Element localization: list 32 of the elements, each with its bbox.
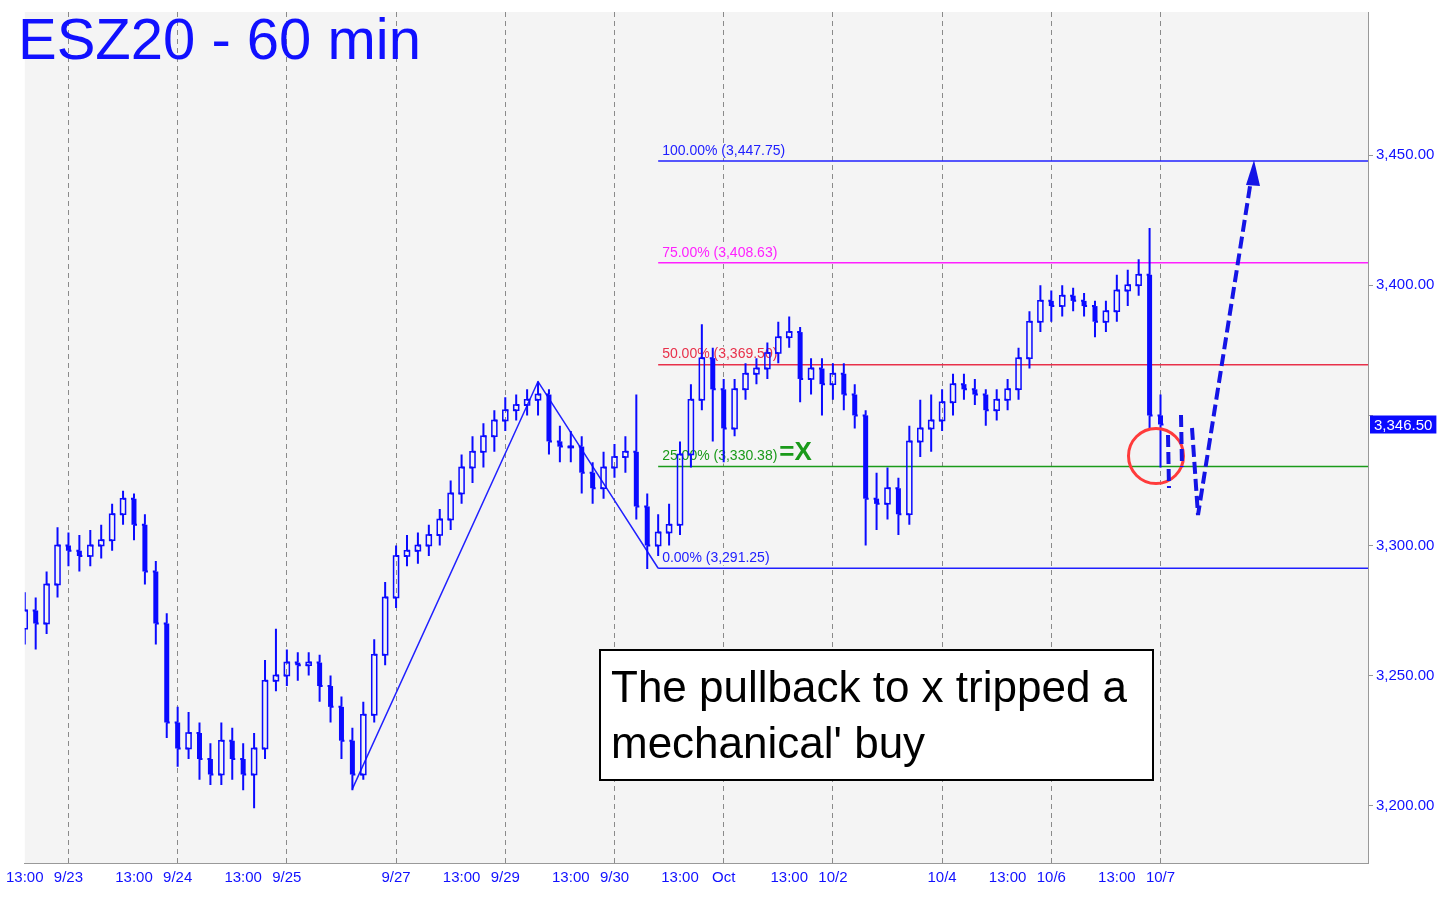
- chart-title: ESZ20 - 60 min: [18, 6, 421, 71]
- x-tick-label: 9/27: [381, 868, 411, 886]
- x-tick-label: 9/25: [272, 868, 302, 886]
- text: 3,346.50: [1374, 415, 1433, 433]
- y-tick-label: 3,400.00: [1376, 275, 1435, 293]
- annotation: =X: [779, 435, 813, 466]
- x-tick-label: 9/30: [599, 868, 630, 886]
- annotation: The pullback to x tripped a mechanical' buy: [599, 649, 1154, 781]
- x-tick-label: 13:00: [224, 868, 262, 886]
- series-label: 0.00% (3,291.25): [662, 549, 770, 566]
- x-tick-label: 13:00: [988, 868, 1027, 886]
- x-tick-label: 13:00: [115, 868, 153, 886]
- x-tick-label: 10/7: [1145, 868, 1176, 886]
- x-tick-label: Oct: [712, 868, 737, 886]
- y-tick-label: 3,450.00: [1376, 145, 1435, 163]
- y-tick-label: 3,250.00: [1376, 665, 1435, 683]
- x-tick-label: 10/4: [927, 868, 957, 886]
- x-tick-label: 10/6: [1036, 868, 1066, 886]
- x-tick-label: 9/24: [163, 868, 193, 886]
- series-label: 75.00% (3,408.63): [662, 243, 778, 260]
- y-tick-label: 3,200.00: [1376, 795, 1435, 813]
- x-tick-label: 9/29: [490, 868, 520, 886]
- x-tick-label: 13:00: [661, 868, 699, 886]
- x-tick-label: 9/23: [53, 868, 84, 886]
- x-tick-label: 13:00: [442, 868, 481, 886]
- x-tick-label: 13:00: [552, 868, 590, 886]
- series-label: 100.00% (3,447.75): [662, 141, 786, 158]
- x-tick-label: 13:00: [770, 868, 808, 886]
- x-tick-label: 10/2: [818, 868, 848, 886]
- x-tick-label: 13:00: [5, 868, 44, 886]
- x-tick-label: 13:00: [1098, 868, 1136, 886]
- y-tick-label: 3,300.00: [1376, 535, 1435, 553]
